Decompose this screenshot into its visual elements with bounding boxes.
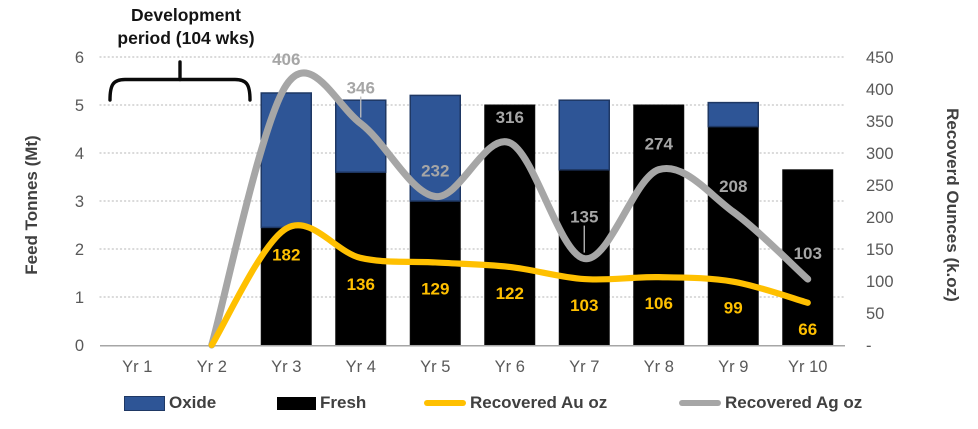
au-data-label: 129	[421, 279, 449, 298]
bar-fresh-yr-9	[707, 126, 759, 346]
right-axis-tick-label: 250	[866, 177, 894, 195]
right-axis-tick-label: 300	[866, 145, 894, 163]
fresh-swatch-icon	[277, 396, 316, 410]
ag-data-label: 103	[794, 244, 822, 263]
oxide-swatch-icon	[124, 395, 165, 411]
right-axis-title: Recoverd Ounces (k.oz)	[943, 108, 962, 302]
left-axis-title: Feed Tonnes (Mt)	[22, 135, 41, 275]
left-axis-tick-label: 5	[75, 97, 84, 115]
ag-data-label: 406	[272, 50, 300, 69]
development-period-brace	[108, 60, 252, 102]
right-axis-tick-label: 50	[866, 305, 884, 323]
ag-line-swatch-icon	[679, 400, 721, 406]
right-axis-tick-label: 150	[866, 241, 894, 259]
right-axis-tick-label: 400	[866, 81, 894, 99]
au-data-label: 182	[272, 246, 300, 265]
x-axis-category-label: Yr 7	[569, 358, 599, 376]
bar-fresh-yr-8	[633, 104, 685, 346]
left-axis-tick-label: 3	[75, 193, 84, 211]
right-axis-tick-label: 200	[866, 209, 894, 227]
legend-label-oxide: Oxide	[169, 393, 217, 412]
au-data-label: 136	[347, 275, 375, 294]
left-axis-tick-label: 1	[75, 289, 84, 307]
au-data-label: 103	[570, 296, 598, 315]
development-period-annotation: Development period (104 wks)	[90, 4, 282, 50]
bar-oxide-yr-9	[707, 101, 759, 128]
au-data-label: 106	[645, 294, 673, 313]
au-data-label: 66	[798, 320, 817, 339]
left-axis-tick-label: 2	[75, 241, 84, 259]
x-axis-category-label: Yr 1	[122, 358, 152, 376]
left-axis-tick-label: 4	[75, 145, 84, 163]
legend: Oxide Fresh Recovered Au oz Recovered Ag…	[0, 389, 978, 417]
legend-label-fresh: Fresh	[320, 393, 367, 412]
x-axis-category-label: Yr 2	[197, 358, 227, 376]
x-axis-category-label: Yr 4	[346, 358, 376, 376]
x-axis-category-label: Yr 8	[644, 358, 674, 376]
ag-data-label: 346	[347, 79, 375, 98]
right-axis-tick-label: 100	[866, 273, 894, 291]
annotation-line2: period (104 wks)	[117, 28, 255, 48]
right-axis-tick-label: 450	[866, 49, 894, 67]
legend-item-ag: Recovered Ag oz	[679, 389, 862, 417]
legend-item-au: Recovered Au oz	[424, 389, 607, 417]
x-axis-category-label: Yr 5	[420, 358, 450, 376]
legend-item-fresh: Fresh	[277, 389, 366, 417]
left-axis-tick-label: 6	[75, 49, 84, 67]
recovered-au-line	[208, 222, 811, 349]
legend-label-au: Recovered Au oz	[470, 393, 608, 412]
legend-item-oxide: Oxide	[124, 389, 216, 417]
right-axis-tick-label: 350	[866, 113, 894, 131]
legend-label-ag: Recovered Ag oz	[725, 393, 863, 412]
recovered-ag-line	[208, 69, 812, 349]
x-axis-category-label: Yr 6	[495, 358, 525, 376]
ag-data-label: 135	[570, 208, 598, 227]
bar-oxide-yr-3	[260, 92, 312, 229]
ag-data-label: 208	[719, 177, 747, 196]
au-data-label: 122	[496, 284, 524, 303]
annotation-line1: Development	[131, 5, 241, 25]
bar-oxide-yr-5	[409, 94, 461, 202]
right-axis-tick-label: -	[866, 337, 872, 355]
ag-data-label: 232	[421, 162, 449, 181]
ag-data-label: 316	[496, 108, 524, 127]
x-axis-category-label: Yr 9	[718, 358, 748, 376]
ag-data-label: 274	[645, 135, 674, 154]
x-axis-category-label: Yr 3	[271, 358, 301, 376]
bar-oxide-yr-7	[558, 99, 610, 171]
au-line-swatch-icon	[424, 400, 466, 406]
au-data-label: 99	[724, 299, 743, 318]
left-axis-tick-label: 0	[75, 337, 84, 355]
x-axis-category-label: Yr 10	[788, 358, 827, 376]
bar-fresh-yr-5	[409, 200, 461, 346]
brace-curve	[108, 77, 252, 102]
